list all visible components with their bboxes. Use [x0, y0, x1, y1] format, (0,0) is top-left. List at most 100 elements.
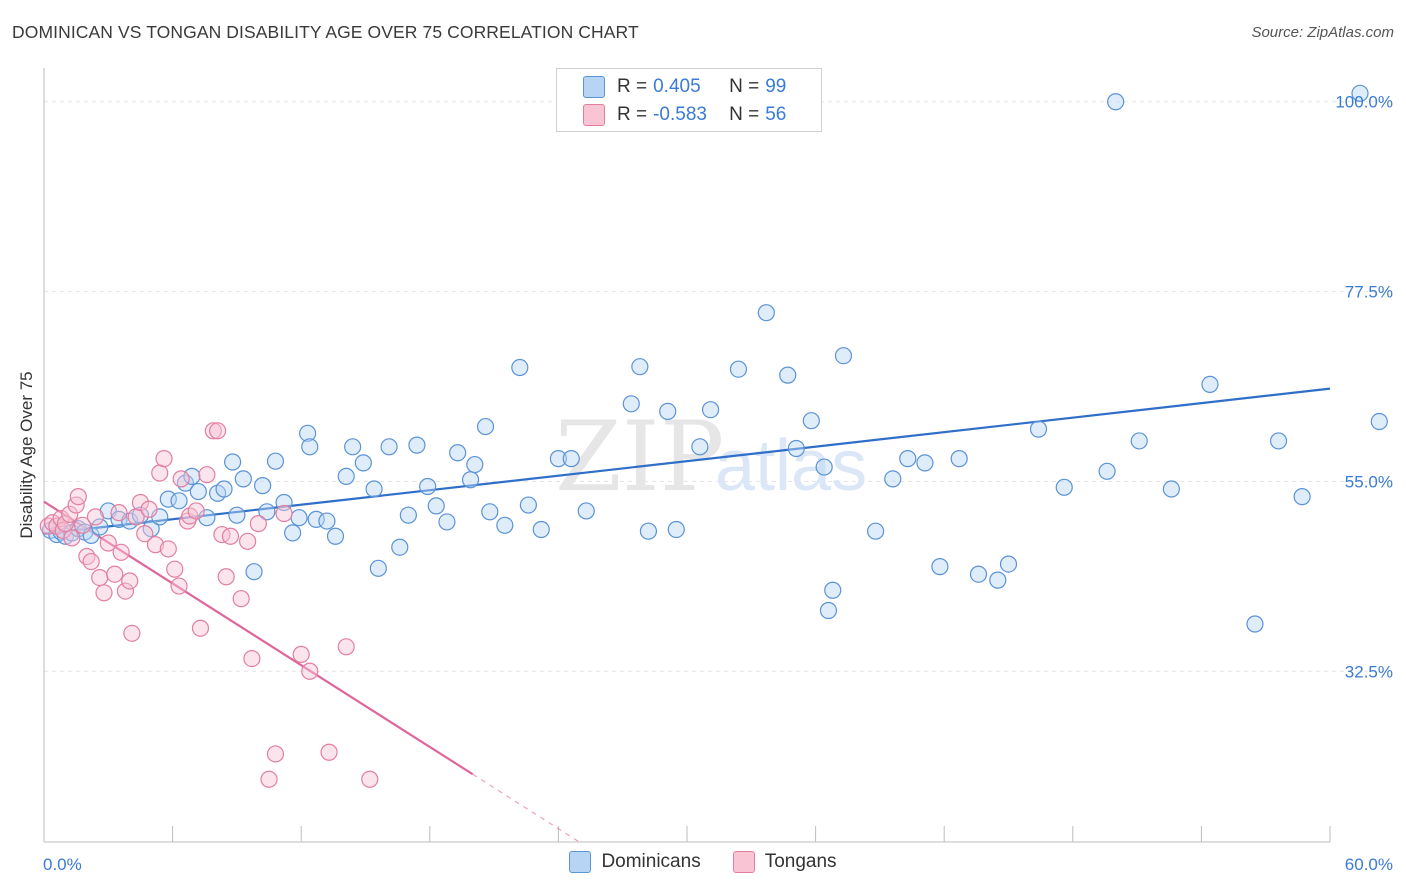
point-dominican — [1246, 615, 1264, 633]
legend-n-label: N = — [729, 104, 760, 125]
legend-row-dominicans: R = 0.405 N = 99 — [583, 75, 786, 99]
point-tongan — [187, 502, 205, 520]
point-dominican — [802, 412, 820, 430]
point-dominican — [899, 450, 917, 468]
point-dominican — [511, 358, 529, 377]
point-dominican — [245, 563, 263, 581]
legend-item-tongans[interactable]: Tongans — [732, 851, 837, 873]
point-dominican — [481, 503, 499, 521]
legend-swatch-dominicans — [583, 76, 605, 98]
point-tongan — [91, 569, 109, 587]
point-dominican — [159, 490, 177, 508]
point-tongan — [99, 534, 117, 552]
point-dominican — [427, 497, 445, 515]
source-label: Source: ZipAtlas.com — [1251, 24, 1394, 41]
point-dominican — [299, 424, 317, 442]
point-dominican — [307, 510, 325, 528]
point-dominican — [1098, 462, 1116, 480]
point-dominican — [1293, 488, 1311, 506]
point-dominican — [691, 438, 709, 456]
point-tongan — [213, 525, 231, 544]
point-tongan — [260, 770, 278, 788]
point-dominican — [1351, 84, 1369, 102]
point-dominican — [999, 555, 1018, 573]
data-points — [39, 84, 1388, 788]
point-tongan — [131, 493, 150, 512]
point-tongan — [301, 662, 319, 680]
point-dominican — [215, 480, 233, 498]
point-tongan — [56, 515, 75, 533]
point-dominican — [284, 524, 302, 542]
point-tongan — [73, 516, 92, 534]
point-tongan — [170, 577, 188, 595]
point-dominican — [1029, 420, 1048, 438]
x-tick-label-max: 60.0% — [1345, 855, 1393, 874]
point-dominican — [989, 571, 1007, 589]
point-tongan — [232, 590, 250, 608]
axes — [43, 68, 1331, 843]
point-dominican — [622, 395, 640, 413]
legend-swatch-tongans — [732, 851, 755, 873]
legend-row-tongans: R = -0.583 N = 56 — [583, 103, 786, 127]
point-dominican — [228, 506, 246, 524]
point-dominican — [701, 401, 720, 419]
point-dominican — [1055, 478, 1073, 496]
x-tick-label-min: 0.0% — [43, 855, 82, 874]
point-tongan — [217, 568, 235, 586]
point-dominican — [419, 477, 437, 496]
point-dominican — [408, 436, 426, 454]
point-dominican — [466, 455, 484, 474]
point-tongan — [155, 450, 173, 468]
point-dominican — [189, 482, 207, 501]
y-tick-labels: 32.5% 55.0% 77.5% 100.0% — [1335, 93, 1393, 682]
point-dominican — [91, 518, 109, 536]
point-tongan — [249, 515, 267, 533]
point-dominican — [344, 438, 362, 456]
point-tongan — [123, 624, 141, 642]
point-tongan — [275, 504, 293, 523]
point-dominican — [369, 559, 387, 577]
legend-swatch-tongans — [583, 104, 605, 126]
chart-title: DOMINICAN VS TONGAN DISABILITY AGE OVER … — [12, 22, 639, 42]
point-tongan — [337, 638, 355, 656]
point-dominican — [834, 347, 853, 365]
point-dominican — [532, 520, 550, 539]
point-dominican — [659, 402, 677, 420]
point-dominican — [301, 438, 319, 456]
point-dominican — [391, 538, 409, 556]
point-dominican — [365, 480, 383, 498]
legend-swatch-dominicans — [569, 851, 592, 873]
point-dominican — [449, 444, 467, 462]
point-tongan — [146, 536, 165, 554]
point-dominican — [438, 513, 456, 531]
point-dominican — [819, 601, 838, 620]
point-dominican — [824, 581, 842, 599]
point-dominican — [258, 503, 276, 521]
point-tongan — [110, 504, 128, 522]
trend-line-dominicans — [43, 387, 1331, 535]
point-dominican — [815, 458, 833, 476]
point-tongan — [69, 488, 87, 506]
point-dominican — [916, 454, 934, 472]
point-dominican — [183, 467, 201, 485]
watermark-atlas: atlas — [715, 426, 867, 506]
point-dominican — [1269, 432, 1288, 450]
point-dominican — [234, 470, 252, 488]
point-dominican — [779, 366, 797, 384]
point-tongan — [239, 532, 257, 550]
point-tongan — [292, 645, 310, 663]
legend-item-dominicans[interactable]: Dominicans — [569, 851, 701, 873]
point-tongan — [243, 650, 261, 668]
point-tongan — [172, 470, 190, 488]
point-dominican — [631, 358, 649, 376]
stats-legend: R = 0.405 N = 99 R = -0.583 N = 56 — [556, 68, 822, 132]
point-tongan — [166, 560, 184, 578]
point-tongan — [63, 529, 81, 547]
point-tongan — [151, 464, 169, 482]
point-dominican — [326, 527, 345, 545]
point-dominican — [266, 452, 285, 470]
point-tongan — [266, 745, 285, 763]
point-dominican — [399, 506, 417, 524]
legend-r-label: R = — [617, 76, 648, 97]
